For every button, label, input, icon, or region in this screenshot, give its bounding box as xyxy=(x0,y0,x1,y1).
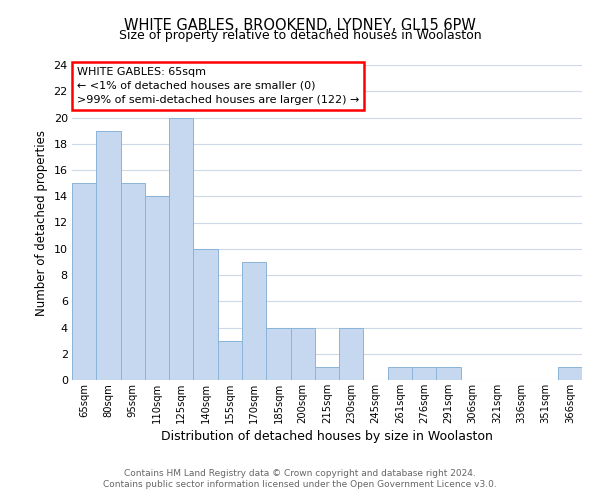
Bar xyxy=(72,183,96,380)
Bar xyxy=(388,367,412,380)
Text: WHITE GABLES, BROOKEND, LYDNEY, GL15 6PW: WHITE GABLES, BROOKEND, LYDNEY, GL15 6PW xyxy=(124,18,476,32)
Bar xyxy=(242,262,266,380)
Bar xyxy=(121,183,145,380)
Text: Size of property relative to detached houses in Woolaston: Size of property relative to detached ho… xyxy=(119,29,481,42)
Bar xyxy=(193,248,218,380)
Bar xyxy=(339,328,364,380)
Text: WHITE GABLES: 65sqm
← <1% of detached houses are smaller (0)
>99% of semi-detach: WHITE GABLES: 65sqm ← <1% of detached ho… xyxy=(77,66,359,104)
Bar xyxy=(145,196,169,380)
Bar xyxy=(290,328,315,380)
Bar xyxy=(218,340,242,380)
Text: Contains public sector information licensed under the Open Government Licence v3: Contains public sector information licen… xyxy=(103,480,497,489)
Text: Contains HM Land Registry data © Crown copyright and database right 2024.: Contains HM Land Registry data © Crown c… xyxy=(124,468,476,477)
Y-axis label: Number of detached properties: Number of detached properties xyxy=(35,130,48,316)
Bar xyxy=(558,367,582,380)
Bar xyxy=(266,328,290,380)
X-axis label: Distribution of detached houses by size in Woolaston: Distribution of detached houses by size … xyxy=(161,430,493,443)
Bar xyxy=(96,130,121,380)
Bar xyxy=(436,367,461,380)
Bar xyxy=(315,367,339,380)
Bar xyxy=(169,118,193,380)
Bar xyxy=(412,367,436,380)
